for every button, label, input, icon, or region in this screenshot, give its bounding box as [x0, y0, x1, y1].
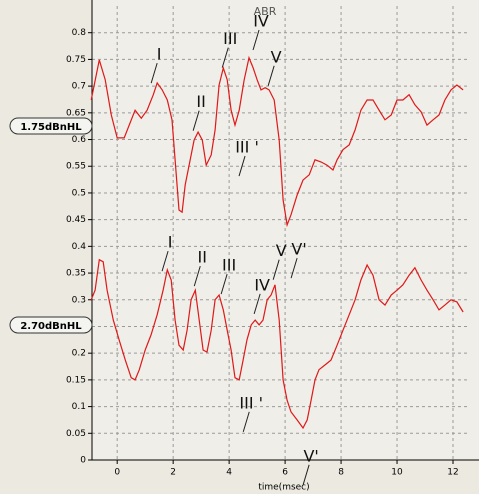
leader-line — [252, 29, 260, 51]
x-axis-label: time(msec) — [258, 483, 309, 493]
x-tick-label: 8 — [338, 468, 344, 478]
peak-label: IV — [253, 12, 269, 31]
peak-label: II — [198, 248, 207, 267]
peak-label: III — [222, 256, 236, 275]
x-tick-label: 10 — [391, 468, 403, 478]
peak-label: III — [223, 29, 237, 48]
x-tick-label: 0 — [114, 468, 120, 478]
y-tick-label: 0.05 — [66, 429, 86, 439]
peak-label: III ' — [239, 393, 263, 412]
peak-label: V' — [303, 446, 318, 465]
y-tick-label: 0.4 — [72, 242, 87, 252]
y-tick-label: 0.55 — [66, 162, 86, 172]
y-tick-label: 0.2 — [72, 349, 86, 359]
series-label-box — [9, 316, 93, 334]
y-tick-label: 0.6 — [72, 135, 87, 145]
peak-label: V — [276, 241, 287, 260]
trace — [90, 258, 464, 430]
peak-label: I — [168, 233, 173, 252]
leader-line — [290, 257, 298, 279]
leader-line — [302, 464, 310, 485]
series-label: 2.70dBnHL — [20, 321, 82, 332]
leader-line — [267, 65, 275, 86]
leader-line — [272, 259, 280, 280]
y-tick-label: 0 — [80, 456, 86, 466]
chart-title: ABR — [254, 5, 277, 18]
y-tick-label: 0.7 — [72, 82, 86, 92]
y-tick-label: 0.65 — [66, 108, 86, 118]
leader-line — [192, 110, 200, 131]
x-tick-label: 6 — [282, 468, 288, 478]
peak-label: I — [157, 45, 162, 64]
peak-label: V' — [291, 240, 306, 259]
peak-label: III ' — [235, 138, 259, 157]
leader-line — [220, 273, 228, 295]
x-tick-label: 12 — [447, 468, 458, 478]
leader-line — [221, 47, 229, 68]
leader-line — [161, 251, 169, 272]
peak-label: II — [196, 92, 205, 111]
leader-line — [150, 62, 158, 84]
leader-line — [242, 411, 250, 433]
leader-line — [253, 293, 261, 315]
y-tick-label: 0.15 — [66, 375, 86, 385]
series-label-box — [9, 117, 93, 135]
leader-line — [193, 265, 201, 287]
y-tick-label: 0.35 — [66, 269, 86, 279]
y-tick-label: 0.1 — [72, 402, 86, 412]
peak-label: V — [271, 47, 282, 66]
y-tick-label: 0.8 — [72, 28, 87, 38]
y-tick-label: 0.75 — [66, 55, 86, 65]
series-label: 1.75dBnHL — [20, 122, 82, 133]
y-tick-label: 0.5 — [72, 188, 86, 198]
y-tick-label: 0.3 — [72, 295, 86, 305]
trace — [90, 55, 464, 228]
x-tick-label: 4 — [226, 468, 232, 478]
y-tick-label: 0.45 — [66, 215, 86, 225]
peak-label: IV — [254, 275, 270, 294]
leader-line — [238, 155, 246, 177]
x-tick-label: 2 — [170, 468, 176, 478]
